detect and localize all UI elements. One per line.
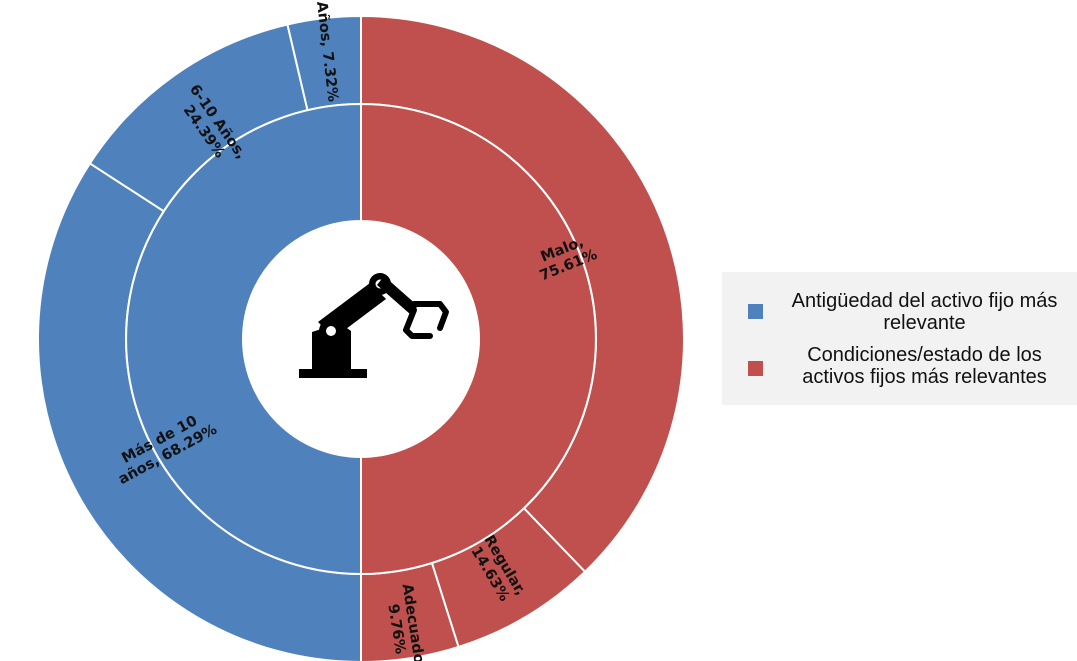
robot-arm-icon (299, 273, 449, 378)
legend-swatch-blue (748, 304, 763, 319)
inner-ring-layer (125, 102, 597, 576)
segment-label-line: 9.76% (384, 603, 408, 656)
legend: Antigüedad del activo fijo más relevante… (722, 272, 1077, 405)
center-hole (243, 221, 479, 457)
legend-swatch-red (748, 361, 763, 376)
legend-text-line1: Condiciones/estado de los (807, 344, 1042, 366)
legend-text-line2: relevante (883, 312, 966, 334)
legend-text-line1: Antigüedad del activo fijo más (791, 290, 1058, 312)
legend-text-line2: activos fijos más relevantes (802, 366, 1047, 388)
